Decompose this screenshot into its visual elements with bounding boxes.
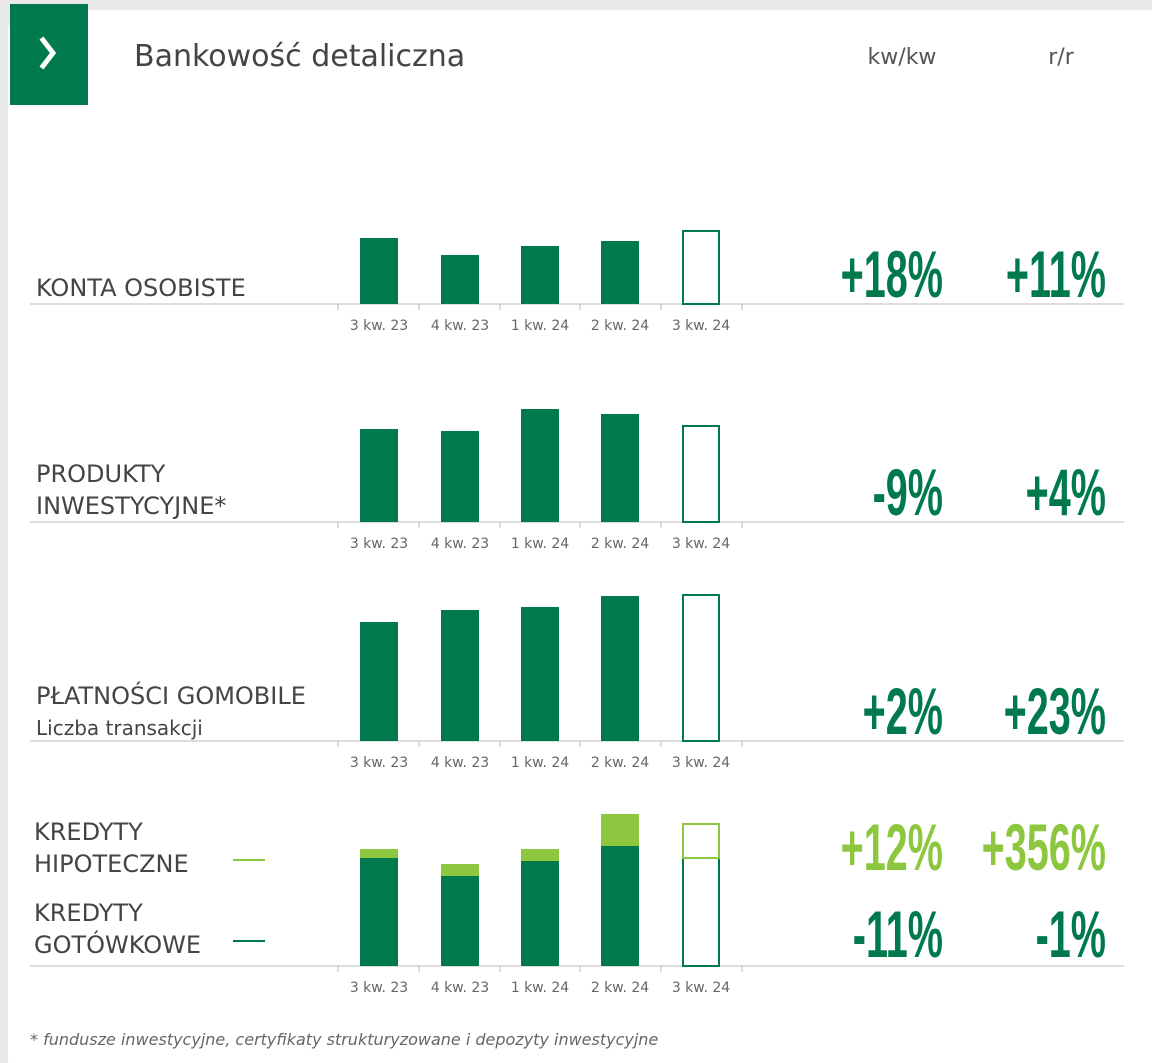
bar <box>441 431 479 522</box>
bar <box>521 409 559 522</box>
x-tick-label: 1 kw. 24 <box>511 318 569 334</box>
x-tick-label: 1 kw. 24 <box>511 980 569 996</box>
x-tick-label: 2 kw. 24 <box>591 980 649 996</box>
change-value: +2% <box>863 675 943 749</box>
x-tick-label: 3 kw. 24 <box>672 755 730 771</box>
bar <box>682 594 720 742</box>
bar <box>441 610 479 741</box>
x-tick-label: 3 kw. 24 <box>672 536 730 552</box>
change-value: +356% <box>982 811 1106 885</box>
bar <box>682 230 720 305</box>
x-tick-label: 3 kw. 23 <box>350 980 408 996</box>
x-tick-label: 3 kw. 24 <box>672 318 730 334</box>
x-tick-label: 1 kw. 24 <box>511 536 569 552</box>
change-value: -11% <box>853 898 943 972</box>
legend-label: HIPOTECZNE <box>34 850 189 878</box>
row-label: KONTA OSOBISTE <box>36 274 246 302</box>
change-value: -1% <box>1036 898 1106 972</box>
bar <box>601 596 639 741</box>
legend-label: GOTÓWKOWE <box>34 929 201 959</box>
bar <box>601 414 639 522</box>
footnote: * fundusze inwestycyjne, certyfikaty str… <box>30 1030 658 1049</box>
bar <box>360 622 398 741</box>
x-tick-label: 3 kw. 23 <box>350 755 408 771</box>
chevron-icon <box>39 36 57 70</box>
header-title: Bankowość detaliczna <box>134 39 465 74</box>
bar <box>521 607 559 741</box>
x-tick-label: 4 kw. 23 <box>431 980 489 996</box>
bar-segment <box>682 823 720 859</box>
x-tick-label: 2 kw. 24 <box>591 536 649 552</box>
bar-segment <box>441 876 479 966</box>
bar-segment <box>521 861 559 966</box>
bar <box>521 246 559 304</box>
bar <box>360 429 398 522</box>
bar-segment <box>521 849 559 861</box>
bar-segment <box>601 846 639 966</box>
bar-segment <box>360 858 398 966</box>
card <box>8 10 1152 1063</box>
change-value: +4% <box>1026 456 1106 530</box>
bar-segment <box>360 849 398 858</box>
x-tick-label: 2 kw. 24 <box>591 755 649 771</box>
change-value: -9% <box>873 456 943 530</box>
change-value: +12% <box>841 811 943 885</box>
legend-label: KREDYTY <box>34 899 143 927</box>
row-label: PRODUKTY <box>36 460 166 488</box>
x-tick-label: 4 kw. 23 <box>431 536 489 552</box>
x-tick-label: 2 kw. 24 <box>591 318 649 334</box>
bar <box>441 255 479 304</box>
column-header: r/r <box>1048 45 1074 70</box>
bar <box>682 425 720 523</box>
row-label: PŁATNOŚCI GOMOBILE <box>36 680 306 710</box>
column-header: kw/kw <box>868 45 937 70</box>
change-value: +23% <box>1004 675 1106 749</box>
x-tick-label: 3 kw. 24 <box>672 980 730 996</box>
x-tick-label: 3 kw. 23 <box>350 318 408 334</box>
row-label: INWESTYCYJNE* <box>36 492 226 520</box>
change-value: +11% <box>1006 238 1106 312</box>
x-tick-label: 1 kw. 24 <box>511 755 569 771</box>
legend-label: KREDYTY <box>34 818 143 846</box>
bar <box>360 238 398 304</box>
x-tick-label: 4 kw. 23 <box>431 318 489 334</box>
x-tick-label: 3 kw. 23 <box>350 536 408 552</box>
row-sublabel: Liczba transakcji <box>36 716 203 740</box>
bar <box>601 241 639 304</box>
x-tick-label: 4 kw. 23 <box>431 755 489 771</box>
bar-segment <box>601 814 639 846</box>
bar-segment <box>441 864 479 876</box>
change-value: +18% <box>841 238 943 312</box>
